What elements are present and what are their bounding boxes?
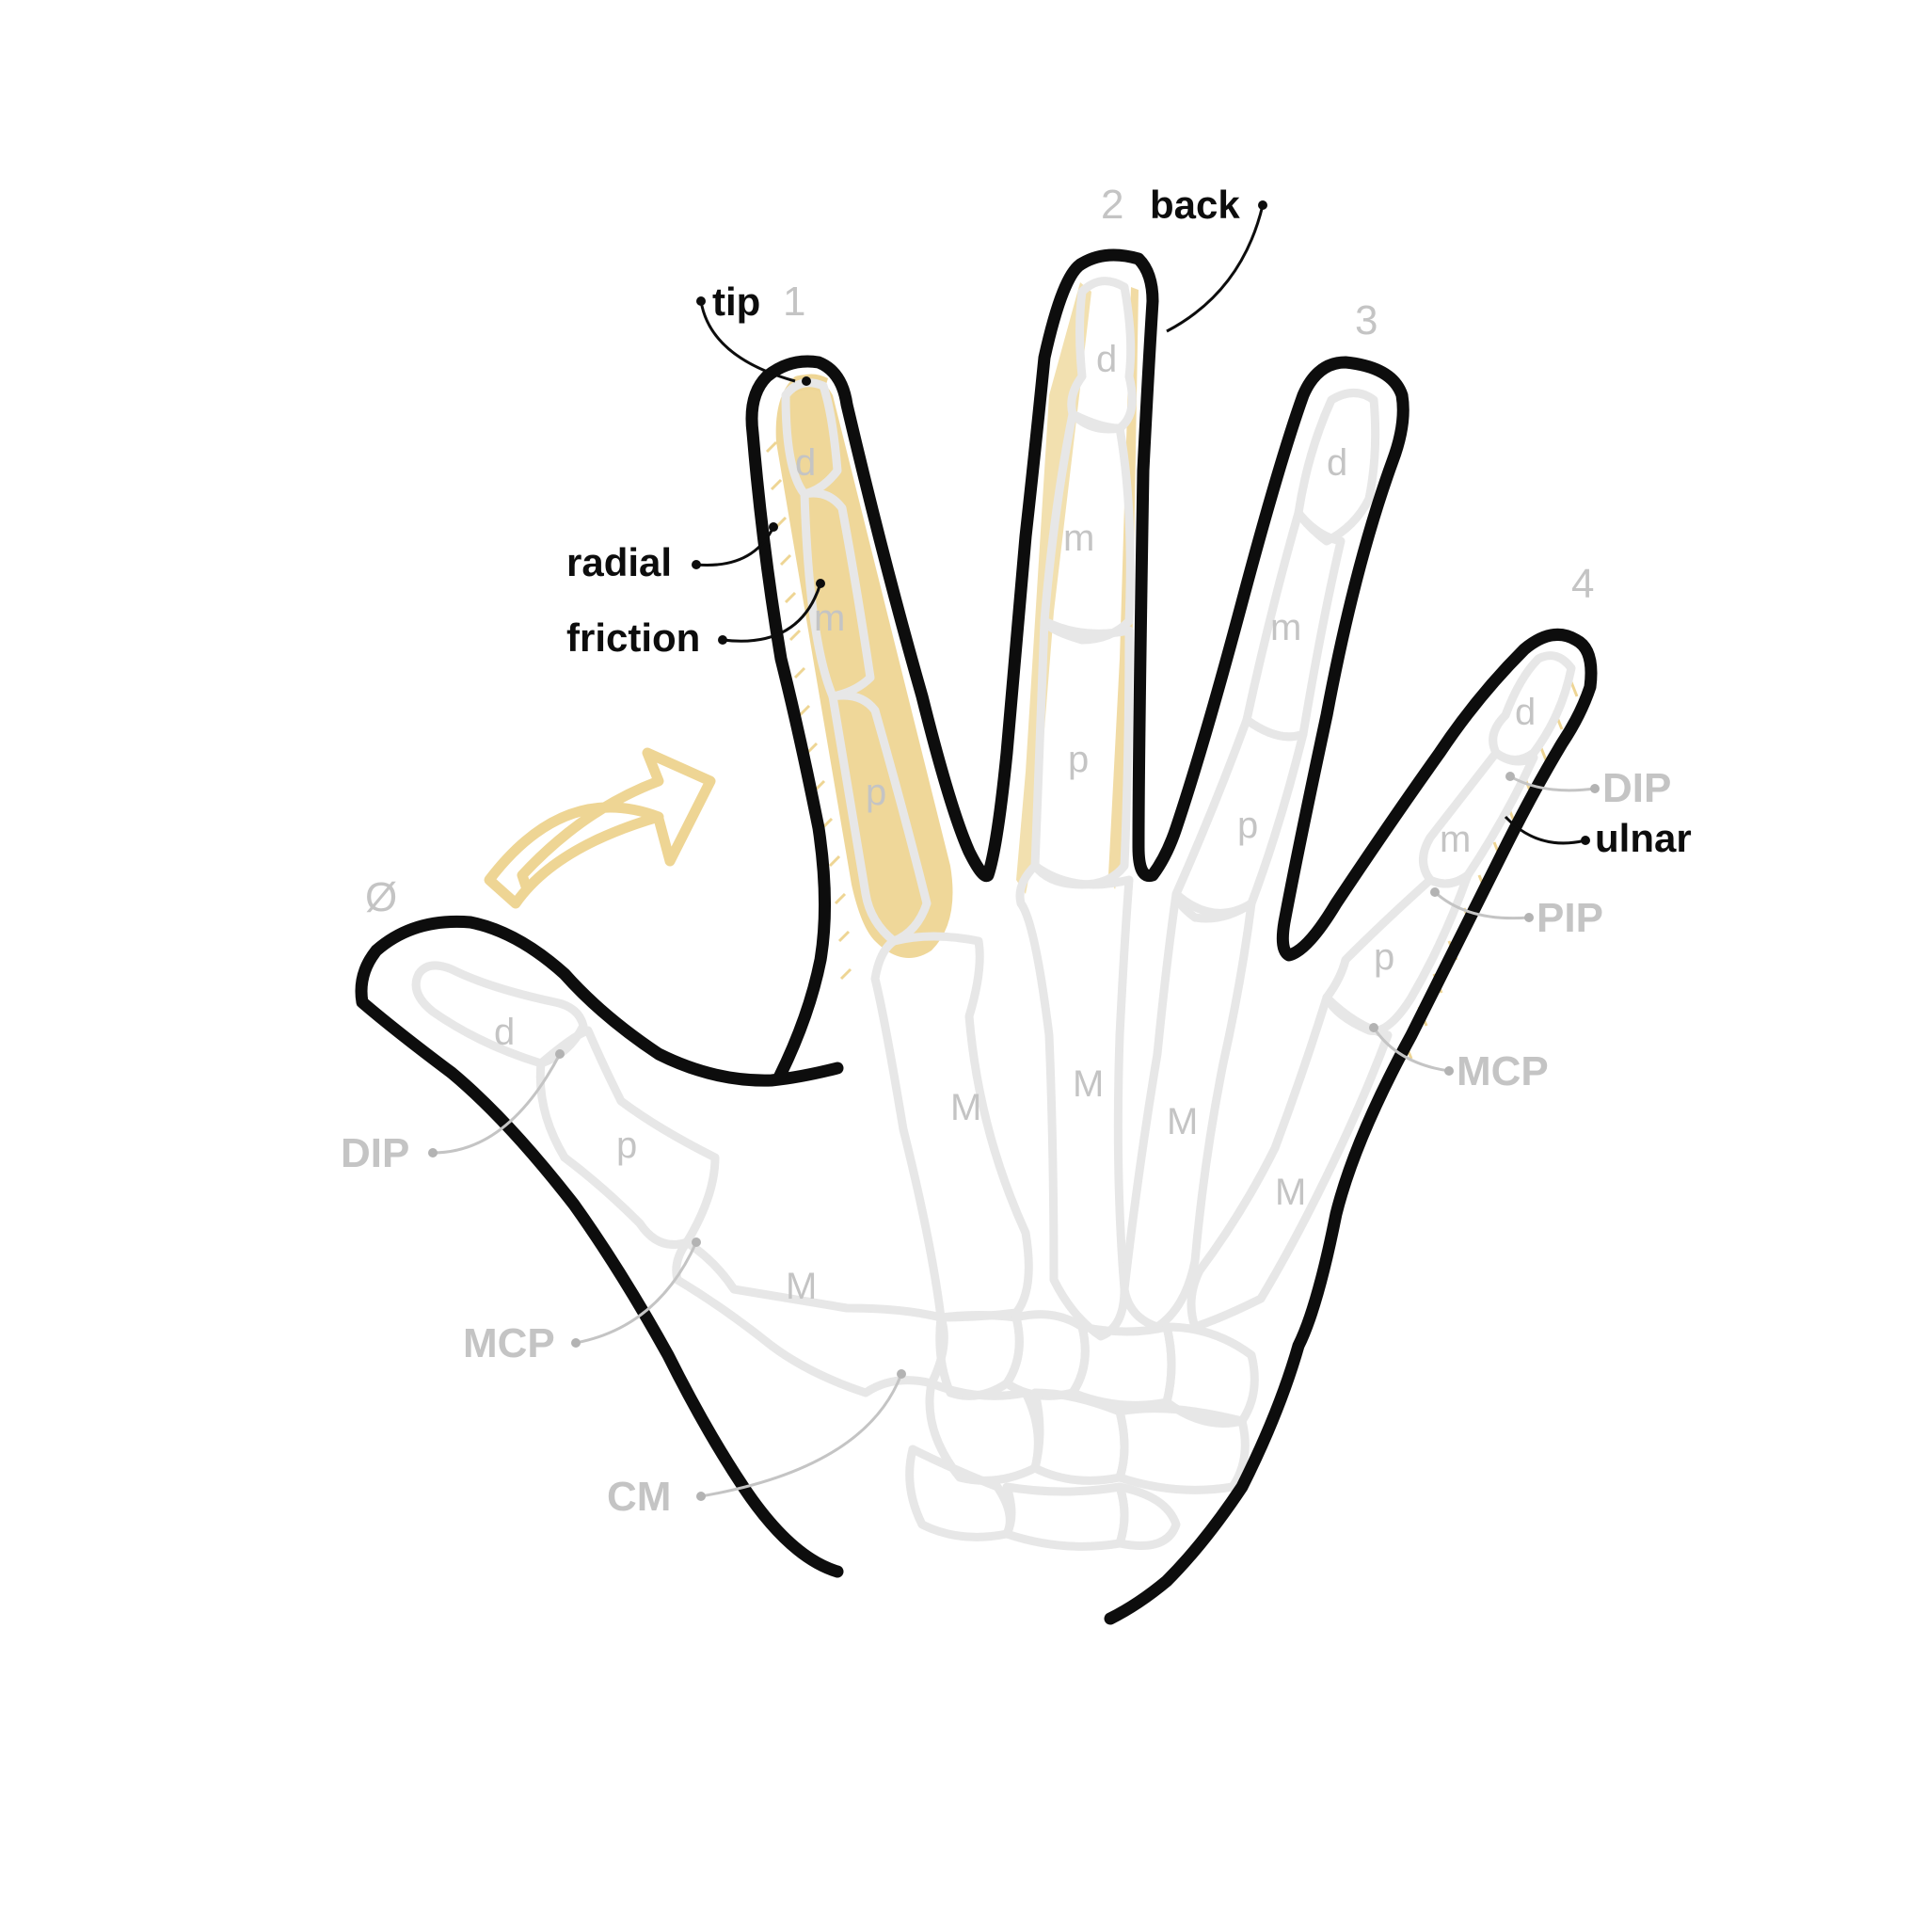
seg-f1-M: M — [950, 1087, 981, 1128]
carpal-bone-6 — [1030, 1388, 1129, 1485]
ulnar-label: ulnar — [1595, 816, 1692, 860]
thumb-cm-label: CM — [607, 1474, 671, 1520]
f1-metacarpal-bone — [870, 932, 1033, 1322]
finger-number-2: 2 — [1101, 182, 1123, 228]
f2-proximal-bone — [1030, 616, 1134, 889]
f4-dip-label: DIP — [1602, 765, 1671, 811]
f1-distal-bone — [781, 378, 842, 499]
f1-proximal-bone — [828, 691, 932, 946]
seg-f2-p: p — [1068, 739, 1089, 780]
seg-f4-m: m — [1440, 819, 1471, 860]
finger-numbers: Ø 1 2 3 4 — [365, 182, 1594, 920]
f4-metacarpal-bone — [1186, 993, 1393, 1332]
radial-label: radial — [566, 540, 672, 584]
f4-mcp-label: MCP — [1457, 1048, 1549, 1094]
curved-arrow-icon — [484, 747, 716, 909]
thumb-outline — [355, 915, 844, 1578]
finger-number-thumb: Ø — [365, 874, 397, 920]
zone-labels: tip back radial friction ulnar — [566, 183, 1692, 860]
carpal-bone-3 — [1068, 1322, 1176, 1410]
joint-labels: DIP MCP CM DIP PIP MCP — [341, 765, 1671, 1520]
carpal-bone-10 — [1115, 1482, 1181, 1550]
skeleton — [411, 277, 1576, 1551]
back-zone-f2-right — [1108, 287, 1139, 889]
f3-metacarpal-bone — [1120, 889, 1256, 1332]
f3-distal-bone — [1294, 389, 1380, 546]
finger-1-outline — [745, 248, 1598, 1625]
f4-pip-label: PIP — [1537, 895, 1603, 941]
thumb-mcp-label: MCP — [463, 1320, 555, 1366]
seg-f4-M: M — [1275, 1172, 1306, 1213]
seg-f4-d: d — [1515, 692, 1536, 733]
seg-f3-m: m — [1270, 607, 1301, 648]
finger-number-4: 4 — [1571, 561, 1594, 607]
thumb-dip-label: DIP — [341, 1130, 409, 1176]
seg-f2-M: M — [1073, 1063, 1104, 1105]
friction-zone-f1 — [775, 375, 953, 958]
seg-f1-d: d — [795, 442, 816, 484]
back-label: back — [1150, 183, 1240, 227]
carpal-bone-8 — [905, 1445, 1014, 1541]
seg-thumb-M: M — [786, 1266, 817, 1307]
seg-thumb-d: d — [494, 1012, 515, 1053]
f1-middle-bone — [800, 488, 875, 701]
finger-number-3: 3 — [1355, 297, 1378, 343]
seg-f4-p: p — [1374, 936, 1394, 978]
seg-f1-m: m — [814, 598, 845, 639]
finger-number-1: 1 — [783, 279, 805, 325]
f2-metacarpal-bone — [1015, 861, 1134, 1341]
carpal-bone-7 — [1115, 1404, 1250, 1494]
seg-thumb-p: p — [616, 1125, 637, 1166]
segment-labels: d m p M d m p M d m p M d m p M d p M — [494, 339, 1536, 1307]
seg-f3-M: M — [1167, 1101, 1198, 1142]
seg-f1-p: p — [866, 772, 886, 813]
seg-f2-m: m — [1063, 518, 1094, 559]
seg-f3-d: d — [1327, 442, 1347, 484]
friction-label: friction — [566, 615, 700, 660]
carpal-bone-9 — [1002, 1482, 1129, 1551]
tip-label: tip — [712, 279, 760, 324]
thumb-distal-bone — [411, 961, 588, 1068]
seg-f3-p: p — [1237, 805, 1258, 846]
thumb-proximal-bone — [535, 1026, 720, 1249]
hand-outline — [355, 248, 1598, 1625]
seg-f2-d: d — [1096, 339, 1117, 380]
